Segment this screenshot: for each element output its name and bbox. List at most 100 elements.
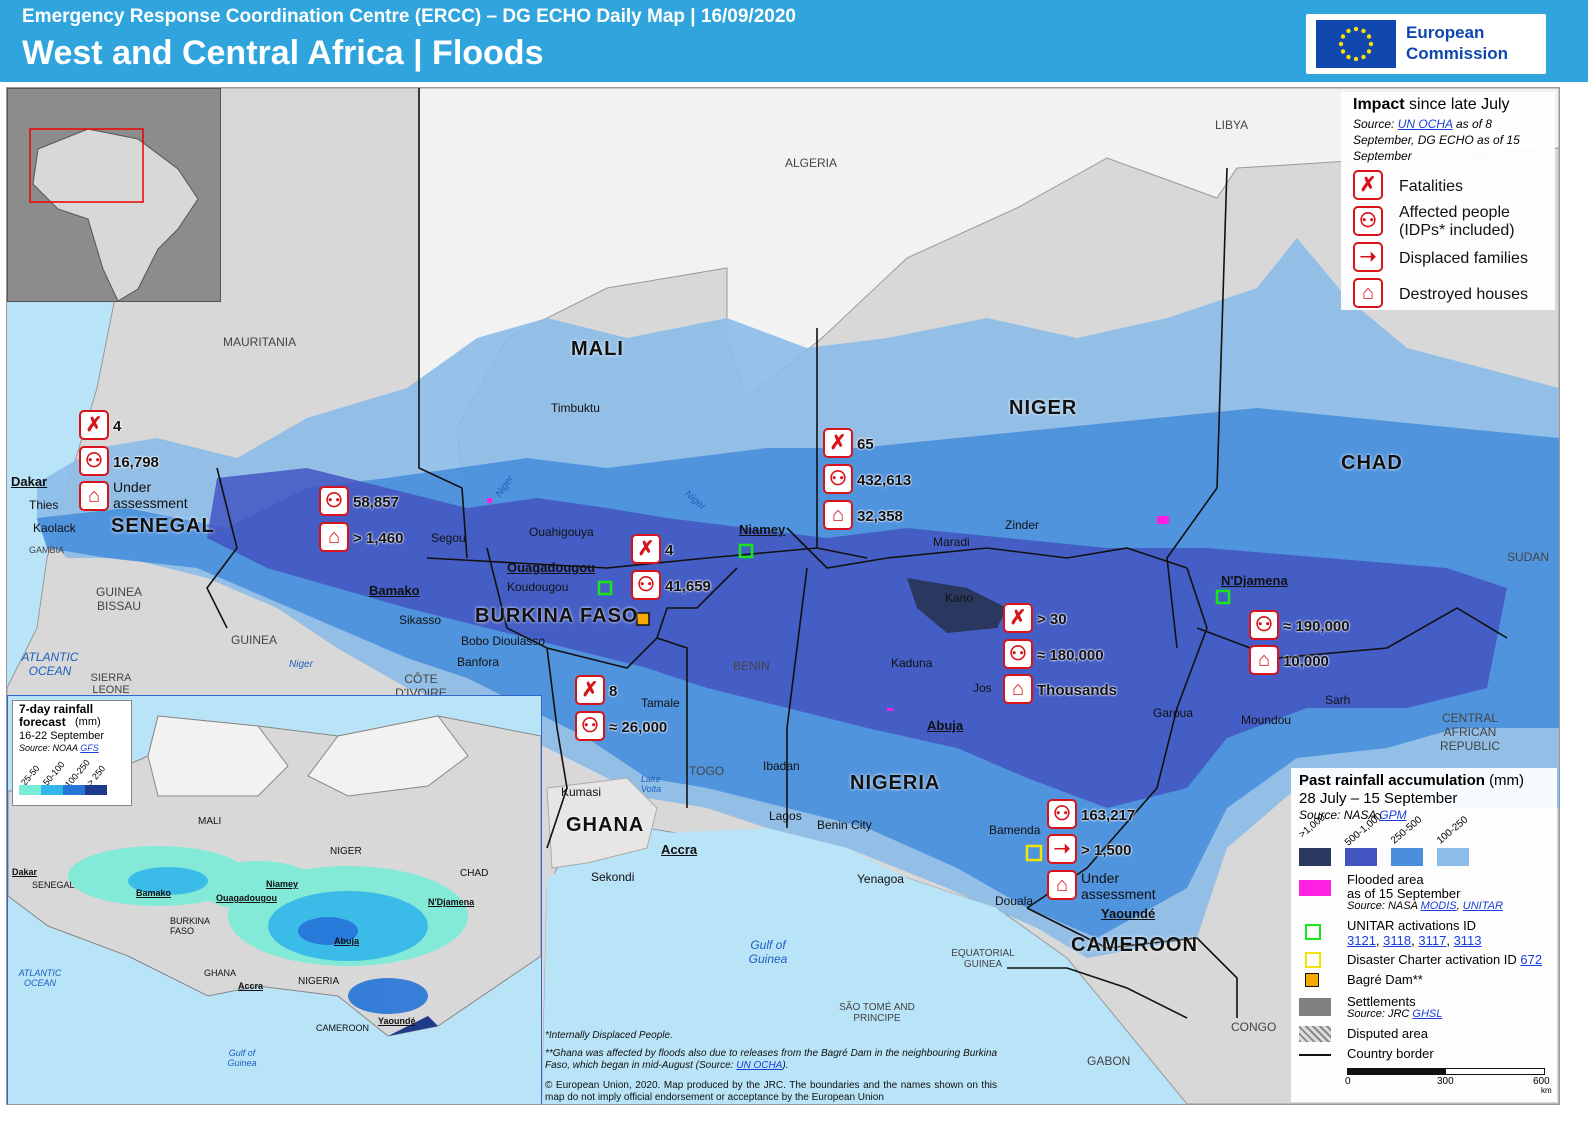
- country-sao-tome: SÃO TOMÉ AND PRINCIPE: [839, 1002, 915, 1024]
- charter-id-link[interactable]: 672: [1520, 952, 1543, 967]
- inset-capital-dakar: Dakar: [12, 867, 38, 877]
- mali-affected: 58,857: [353, 494, 399, 511]
- unitar-markers: [597, 543, 1231, 605]
- affected-people-icon: ⚇: [319, 486, 349, 516]
- inset-capital-bamako: Bamako: [136, 888, 172, 898]
- fatalities-icon: ✗: [631, 534, 661, 564]
- city-sekondi: Sekondi: [591, 870, 635, 884]
- sea-atlantic: ATLANTIC OCEAN: [21, 650, 79, 678]
- legend-houses: Destroyed houses: [1399, 286, 1528, 303]
- destroyed-houses-icon: ⌂: [1249, 645, 1279, 675]
- country-gambia: GAMBIA: [29, 545, 65, 555]
- affected-people-icon: ⚇: [1003, 639, 1033, 669]
- forecast-legend: 7-day rainfall forecast (mm) 16-22 Septe…: [12, 700, 132, 806]
- displaced-families-icon: ➝: [1353, 242, 1383, 272]
- city-bamenda: Bamenda: [989, 823, 1041, 837]
- forecast-map: [8, 715, 541, 1037]
- senegal-affected: 16,798: [113, 454, 159, 471]
- capital-yaounde: Yaoundé: [1101, 906, 1156, 921]
- city-kumasi: Kumasi: [561, 785, 602, 799]
- cameroon-displaced: > 1,500: [1081, 842, 1132, 859]
- european-commission-logo: European Commission: [1306, 14, 1546, 74]
- forecast-swatch-3: [63, 785, 85, 795]
- scale-bar: [1347, 1068, 1545, 1075]
- capital-ouagadougou: Ouagadougou: [507, 560, 596, 575]
- city-sikasso: Sikasso: [399, 613, 442, 627]
- city-timbuktu: Timbuktu: [551, 401, 600, 415]
- dam-label: Bagré Dam**: [1347, 972, 1423, 987]
- forecast-title: 7-day rainfall forecast: [19, 702, 94, 729]
- unitar-id-3118[interactable]: 3118: [1383, 933, 1412, 948]
- capital-ndjamena: N'Djamena: [1221, 573, 1288, 588]
- lake-volta: Lake Volta: [641, 774, 662, 794]
- ocha-note-link[interactable]: UN OCHA: [736, 1060, 783, 1071]
- unitar-ids: 3121, 3118, 3117, 3113: [1347, 933, 1482, 948]
- country-niger: NIGER: [1009, 397, 1078, 419]
- city-koudougou: Koudougou: [507, 580, 569, 594]
- country-car: CENTRAL AFRICAN REPUBLIC: [1439, 711, 1501, 753]
- charter-swatch: [1305, 952, 1321, 968]
- inset-capital-accra: Accra: [238, 981, 264, 991]
- disputed-label: Disputed area: [1347, 1026, 1428, 1041]
- country-gabon: GABON: [1087, 1054, 1131, 1068]
- capital-abuja: Abuja: [927, 718, 964, 733]
- ec-logo-text: European Commission: [1406, 22, 1508, 64]
- gpm-link[interactable]: GPM: [1379, 808, 1407, 822]
- map[interactable]: MALI NIGER CHAD SENEGAL BURKINA FASO NIG…: [6, 87, 1560, 1105]
- border-swatch: [1299, 1054, 1331, 1056]
- country-guinea-bissau: GUINEA BISSAU: [95, 585, 142, 613]
- legend-fatalities: Fatalities: [1399, 178, 1464, 195]
- ghana-note: **Ghana was affected by floods also due …: [545, 1048, 997, 1071]
- modis-link[interactable]: MODIS: [1420, 900, 1457, 912]
- city-kano: Kano: [945, 591, 974, 605]
- unitar-link[interactable]: UNITAR: [1462, 900, 1503, 912]
- unitar-id-3117[interactable]: 3117: [1418, 933, 1447, 948]
- forecast-period: 16-22 September: [19, 730, 104, 742]
- impact-legend-title: Impact since late July: [1353, 96, 1510, 113]
- un-ocha-link[interactable]: UN OCHA: [1397, 117, 1453, 131]
- niger-affected: 432,613: [857, 472, 912, 489]
- copyright-note: © European Union, 2020. Map produced by …: [545, 1080, 997, 1103]
- rain-legend-title: Past rainfall accumulation (mm): [1299, 772, 1525, 789]
- affected-people-icon: ⚇: [1047, 799, 1077, 829]
- country-guinea: GUINEA: [231, 633, 278, 647]
- unitar-id-3121[interactable]: 3121: [1347, 933, 1376, 948]
- capital-accra: Accra: [661, 842, 698, 857]
- city-douala: Douala: [995, 894, 1034, 908]
- flooded-swatch: [1299, 880, 1331, 896]
- inset-country-mali: MALI: [198, 816, 222, 827]
- ghsl-link[interactable]: GHSL: [1412, 1008, 1443, 1020]
- inset-country-nigeria: NIGERIA: [298, 976, 340, 987]
- rain-swatch-4: [1437, 848, 1469, 866]
- forecast-swatch-1: [19, 785, 41, 795]
- city-ibadan: Ibadan: [763, 759, 800, 773]
- forecast-class-1: 25-50: [19, 763, 42, 788]
- niger-fatalities: 65: [857, 436, 874, 453]
- affected-people-icon: ⚇: [575, 711, 605, 741]
- charter-label: Disaster Charter activation ID 672: [1347, 952, 1543, 967]
- city-benin-city: Benin City: [817, 818, 872, 832]
- forecast-source: Source: NOAA GFS: [19, 743, 99, 753]
- destroyed-houses-icon: ⌂: [319, 522, 349, 552]
- city-bobo-dioulasso: Bobo Dioulasso: [461, 634, 546, 648]
- fatalities-icon: ✗: [575, 675, 605, 705]
- inset-capital-abuja: Abuja: [334, 936, 360, 946]
- header-title: West and Central Africa | Floods: [22, 34, 544, 72]
- gfs-link[interactable]: GFS: [80, 743, 99, 753]
- border-label: Country border: [1347, 1046, 1434, 1061]
- flooded-date: as of 15 September: [1347, 886, 1461, 901]
- city-sarh: Sarh: [1325, 693, 1351, 707]
- unitar-id-3113[interactable]: 3113: [1453, 933, 1482, 948]
- header: Emergency Response Coordination Centre (…: [0, 0, 1588, 82]
- mali-houses: > 1,460: [353, 530, 404, 547]
- flooded-areas: [487, 498, 1169, 711]
- flooded-label: Flooded area: [1347, 872, 1424, 887]
- city-garoua: Garoua: [1153, 706, 1194, 720]
- forecast-swatch-2: [41, 785, 63, 795]
- fatalities-icon: ✗: [79, 410, 109, 440]
- fatalities-icon: ✗: [823, 428, 853, 458]
- affected-people-icon: ⚇: [823, 464, 853, 494]
- ghana-coast-settlements: [546, 777, 658, 869]
- scale-unit: km: [1541, 1086, 1552, 1095]
- destroyed-houses-icon: ⌂: [1047, 870, 1077, 900]
